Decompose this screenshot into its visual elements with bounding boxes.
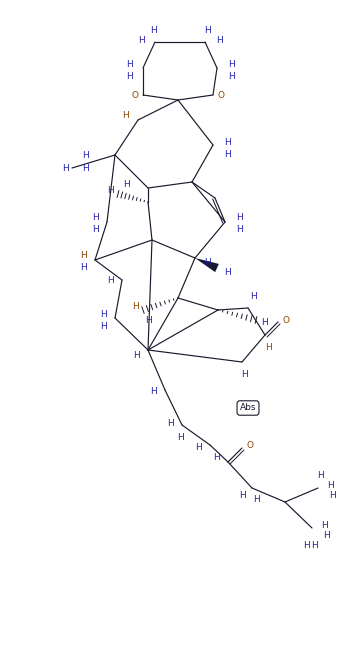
Text: H: H xyxy=(167,419,173,428)
Text: H: H xyxy=(224,138,230,147)
Text: H: H xyxy=(80,262,86,271)
Text: H: H xyxy=(92,213,98,222)
Text: H: H xyxy=(195,443,201,452)
Text: H: H xyxy=(145,315,151,324)
Text: H: H xyxy=(228,72,234,81)
Text: H: H xyxy=(224,267,230,276)
Text: H: H xyxy=(126,59,132,68)
Text: H: H xyxy=(311,541,317,550)
Text: H: H xyxy=(100,309,106,318)
Text: O: O xyxy=(218,90,224,99)
Text: H: H xyxy=(106,185,113,194)
Text: H: H xyxy=(228,59,234,68)
Text: H: H xyxy=(122,180,129,189)
Text: H: H xyxy=(80,251,86,260)
Text: H: H xyxy=(126,72,132,81)
Text: H: H xyxy=(133,351,140,360)
Text: H: H xyxy=(62,163,68,172)
Text: H: H xyxy=(177,433,183,441)
Polygon shape xyxy=(195,258,219,272)
Text: H: H xyxy=(261,317,267,326)
Text: H: H xyxy=(100,322,106,331)
Text: O: O xyxy=(283,315,290,324)
Text: H: H xyxy=(266,342,272,351)
Text: H: H xyxy=(240,370,247,379)
Text: H: H xyxy=(82,151,88,160)
Text: H: H xyxy=(318,470,324,479)
Text: H: H xyxy=(204,25,211,34)
Text: H: H xyxy=(321,521,327,530)
Text: H: H xyxy=(250,291,256,300)
Text: H: H xyxy=(327,481,333,490)
Text: O: O xyxy=(246,441,253,450)
Text: H: H xyxy=(92,225,98,233)
Text: H: H xyxy=(323,532,329,541)
Text: H: H xyxy=(216,36,222,45)
Text: H: H xyxy=(329,492,335,501)
Text: H: H xyxy=(132,302,139,311)
Text: H: H xyxy=(204,258,211,267)
Text: H: H xyxy=(150,25,156,34)
Text: H: H xyxy=(236,213,242,222)
Text: H: H xyxy=(239,492,245,501)
Text: H: H xyxy=(121,110,128,120)
Text: H: H xyxy=(236,225,242,233)
Text: H: H xyxy=(106,275,113,284)
Text: H: H xyxy=(254,495,260,505)
Text: H: H xyxy=(303,541,309,550)
Text: H: H xyxy=(213,452,219,461)
Text: Abs: Abs xyxy=(240,404,256,413)
Text: H: H xyxy=(150,388,156,397)
Text: H: H xyxy=(224,149,230,158)
Text: H: H xyxy=(82,163,88,172)
Text: O: O xyxy=(132,90,139,99)
Text: H: H xyxy=(137,36,144,45)
